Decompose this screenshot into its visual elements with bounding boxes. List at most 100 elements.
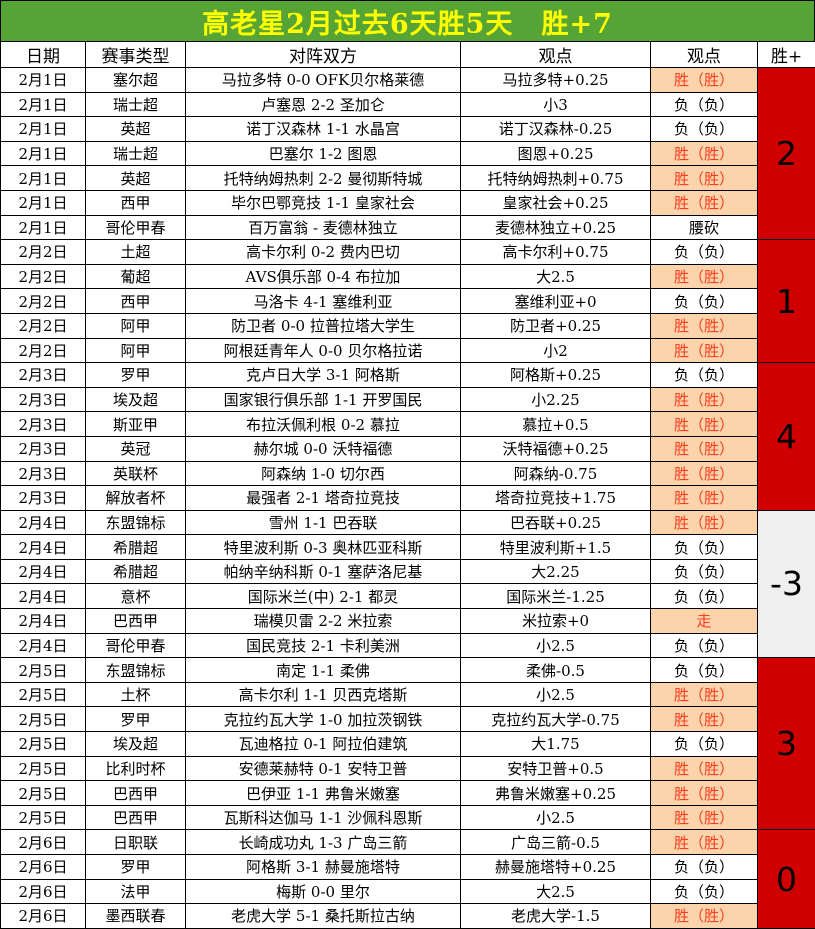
match-cell: 诺丁汉森林 1-1 水晶宫 xyxy=(186,117,461,142)
pick-cell: 大2.25 xyxy=(461,559,651,584)
league-cell: 西甲 xyxy=(86,289,186,314)
pick-cell: 特里波利斯+1.5 xyxy=(461,535,651,560)
pick-cell: 麦德林独立+0.25 xyxy=(461,215,651,240)
league-cell: 埃及超 xyxy=(86,732,186,757)
match-cell: 托特纳姆热刺 2-2 曼彻斯特城 xyxy=(186,166,461,191)
result-cell: 负（负） xyxy=(651,535,758,560)
result-cell: 胜（胜） xyxy=(651,141,758,166)
pick-cell: 图恩+0.25 xyxy=(461,141,651,166)
date-cell: 2月1日 xyxy=(1,68,86,93)
results-table: 日期 赛事类型 对阵双方 观点 观点 胜+ 2月1日塞尔超马拉多特 0-0 OF… xyxy=(0,41,815,929)
date-cell: 2月4日 xyxy=(1,510,86,535)
pick-cell: 小2.5 xyxy=(461,682,651,707)
pick-cell: 托特纳姆热刺+0.75 xyxy=(461,166,651,191)
date-cell: 2月2日 xyxy=(1,289,86,314)
date-cell: 2月2日 xyxy=(1,338,86,363)
result-cell: 负（负） xyxy=(651,633,758,658)
pick-cell: 弗鲁米嫩塞+0.25 xyxy=(461,781,651,806)
match-cell: 南定 1-1 柔佛 xyxy=(186,658,461,683)
date-cell: 2月4日 xyxy=(1,559,86,584)
pick-cell: 赫曼施塔特+0.25 xyxy=(461,855,651,880)
result-cell: 胜（胜） xyxy=(651,190,758,215)
result-cell: 负（负） xyxy=(651,92,758,117)
result-cell: 负（负） xyxy=(651,559,758,584)
date-cell: 2月6日 xyxy=(1,830,86,855)
league-cell: 土超 xyxy=(86,240,186,265)
pick-cell: 皇家社会+0.25 xyxy=(461,190,651,215)
result-cell: 负（负） xyxy=(651,879,758,904)
match-cell: 特里波利斯 0-3 奥林匹亚科斯 xyxy=(186,535,461,560)
result-cell: 胜（胜） xyxy=(651,510,758,535)
pick-cell: 柔佛-0.5 xyxy=(461,658,651,683)
date-cell: 2月4日 xyxy=(1,633,86,658)
league-cell: 哥伦甲春 xyxy=(86,215,186,240)
daily-score-cell: 2 xyxy=(758,68,815,240)
pick-cell: 安特卫普+0.5 xyxy=(461,756,651,781)
match-cell: 马洛卡 4-1 塞维利亚 xyxy=(186,289,461,314)
date-cell: 2月1日 xyxy=(1,215,86,240)
date-cell: 2月3日 xyxy=(1,412,86,437)
league-cell: 东盟锦标 xyxy=(86,510,186,535)
date-cell: 2月5日 xyxy=(1,756,86,781)
league-cell: 法甲 xyxy=(86,879,186,904)
match-cell: 克卢日大学 3-1 阿格斯 xyxy=(186,363,461,388)
result-cell: 胜（胜） xyxy=(651,68,758,93)
league-cell: 哥伦甲春 xyxy=(86,633,186,658)
match-cell: 瓦斯科达伽马 1-1 沙佩科恩斯 xyxy=(186,805,461,830)
league-cell: 英冠 xyxy=(86,436,186,461)
league-cell: 瑞士超 xyxy=(86,92,186,117)
result-cell: 胜（胜） xyxy=(651,707,758,732)
match-cell: 阿格斯 3-1 赫曼施塔特 xyxy=(186,855,461,880)
match-cell: 赫尔城 0-0 沃特福德 xyxy=(186,436,461,461)
pick-cell: 广岛三箭-0.5 xyxy=(461,830,651,855)
result-cell: 胜（胜） xyxy=(651,264,758,289)
header-score: 胜+ xyxy=(758,42,815,68)
pick-cell: 巴吞联+0.25 xyxy=(461,510,651,535)
match-cell: 阿根廷青年人 0-0 贝尔格拉诺 xyxy=(186,338,461,363)
pick-cell: 马拉多特+0.25 xyxy=(461,68,651,93)
match-cell: 国家银行俱乐部 1-1 开罗国民 xyxy=(186,387,461,412)
pick-cell: 小2.5 xyxy=(461,633,651,658)
pick-cell: 克拉约瓦大学-0.75 xyxy=(461,707,651,732)
league-cell: 塞尔超 xyxy=(86,68,186,93)
league-cell: 西甲 xyxy=(86,190,186,215)
league-cell: 埃及超 xyxy=(86,387,186,412)
match-cell: 巴塞尔 1-2 图恩 xyxy=(186,141,461,166)
match-cell: 卢塞恩 2-2 圣加仑 xyxy=(186,92,461,117)
result-cell: 负（负） xyxy=(651,289,758,314)
pick-cell: 大2.5 xyxy=(461,264,651,289)
match-cell: 高卡尔利 0-2 费内巴切 xyxy=(186,240,461,265)
result-cell: 胜（胜） xyxy=(651,436,758,461)
result-cell: 胜（胜） xyxy=(651,904,758,929)
pick-cell: 大2.5 xyxy=(461,879,651,904)
match-cell: 最强者 2-1 塔奇拉竞技 xyxy=(186,486,461,511)
pick-cell: 塔奇拉竞技+1.75 xyxy=(461,486,651,511)
league-cell: 葡超 xyxy=(86,264,186,289)
league-cell: 阿甲 xyxy=(86,313,186,338)
league-cell: 巴西甲 xyxy=(86,609,186,634)
result-cell: 负（负） xyxy=(651,240,758,265)
date-cell: 2月6日 xyxy=(1,855,86,880)
league-cell: 阿甲 xyxy=(86,338,186,363)
result-cell: 负（负） xyxy=(651,363,758,388)
result-cell: 腰砍 xyxy=(651,215,758,240)
result-cell: 胜（胜） xyxy=(651,387,758,412)
league-cell: 意杯 xyxy=(86,584,186,609)
result-cell: 胜（胜） xyxy=(651,830,758,855)
date-cell: 2月5日 xyxy=(1,658,86,683)
result-cell: 负（负） xyxy=(651,732,758,757)
